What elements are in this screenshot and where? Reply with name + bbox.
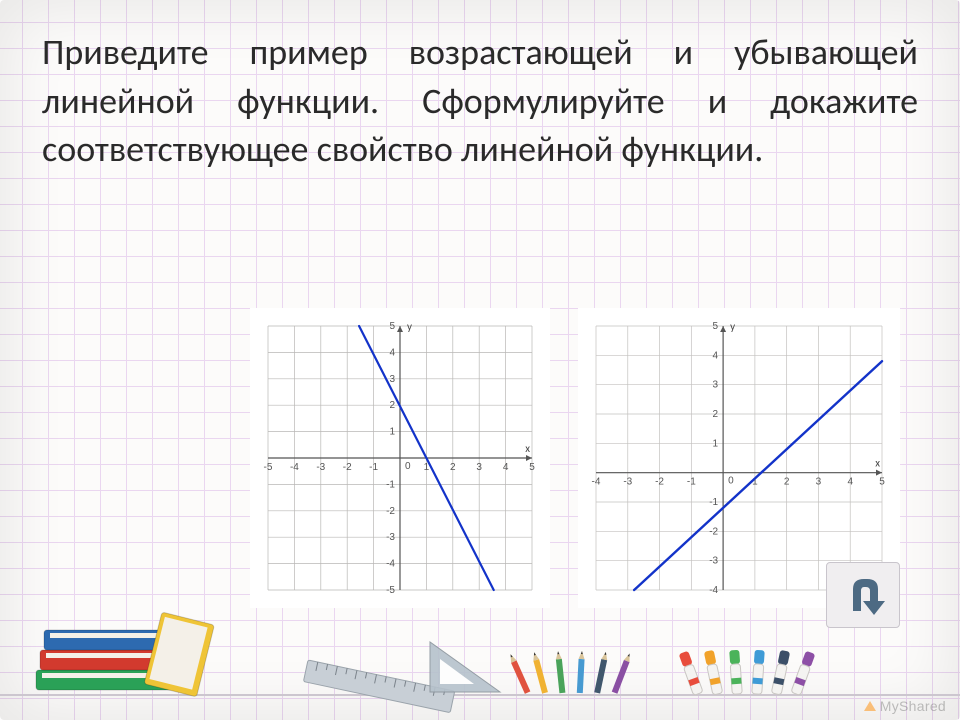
svg-text:-4: -4: [709, 585, 718, 596]
svg-text:2: 2: [713, 409, 719, 420]
svg-text:-3: -3: [386, 532, 395, 543]
svg-text:-4: -4: [290, 462, 299, 473]
svg-text:3: 3: [476, 462, 482, 473]
svg-text:-5: -5: [264, 462, 273, 473]
svg-text:-3: -3: [623, 477, 632, 488]
svg-text:1: 1: [713, 438, 719, 449]
svg-text:-1: -1: [386, 479, 395, 490]
svg-text:2: 2: [784, 477, 790, 488]
watermark-text: MyShared: [880, 698, 946, 714]
svg-text:-2: -2: [343, 462, 352, 473]
svg-text:-2: -2: [709, 526, 718, 537]
svg-text:-4: -4: [386, 559, 395, 570]
svg-text:0: 0: [405, 461, 411, 472]
svg-text:3: 3: [816, 477, 822, 488]
bottom-illustration: [0, 600, 960, 720]
svg-text:-1: -1: [369, 462, 378, 473]
svg-text:4: 4: [847, 477, 853, 488]
task-text: Приведите пример возрастающей и убывающе…: [42, 28, 918, 174]
svg-text:-1: -1: [687, 477, 696, 488]
svg-text:2: 2: [389, 400, 395, 411]
svg-text:x: x: [875, 457, 880, 470]
charts-row: -5 -4 -3 -2 -1 0 1 2 3 4 5 -5 -4 -3 -2 -1 1 2 3 4 5 x y -4 -3 -2…: [250, 308, 900, 608]
svg-text:-2: -2: [386, 506, 395, 517]
svg-text:y: y: [730, 320, 735, 333]
svg-text:-4: -4: [592, 477, 601, 488]
svg-text:-3: -3: [709, 556, 718, 567]
watermark: MyShared: [864, 698, 946, 714]
svg-text:-5: -5: [386, 585, 395, 596]
svg-text:5: 5: [713, 321, 719, 332]
svg-text:2: 2: [450, 462, 456, 473]
svg-text:1: 1: [389, 427, 395, 438]
svg-text:y: y: [407, 320, 412, 333]
svg-text:-3: -3: [316, 462, 325, 473]
watermark-icon: [864, 701, 876, 711]
svg-text:5: 5: [529, 462, 535, 473]
nav-return-button[interactable]: [826, 562, 900, 628]
svg-text:x: x: [525, 442, 530, 455]
chart-decreasing: -5-4-3-2-1012345-5-4-3-2-112345xy: [250, 308, 550, 608]
svg-text:5: 5: [389, 321, 395, 332]
svg-text:0: 0: [728, 476, 734, 487]
svg-text:4: 4: [713, 350, 719, 361]
svg-text:4: 4: [389, 347, 395, 358]
svg-text:-1: -1: [709, 497, 718, 508]
svg-text:5: 5: [879, 477, 885, 488]
u-turn-arrow-icon: [837, 571, 889, 619]
svg-text:3: 3: [389, 374, 395, 385]
svg-text:-2: -2: [655, 477, 664, 488]
svg-text:3: 3: [713, 380, 719, 391]
svg-text:4: 4: [503, 462, 509, 473]
